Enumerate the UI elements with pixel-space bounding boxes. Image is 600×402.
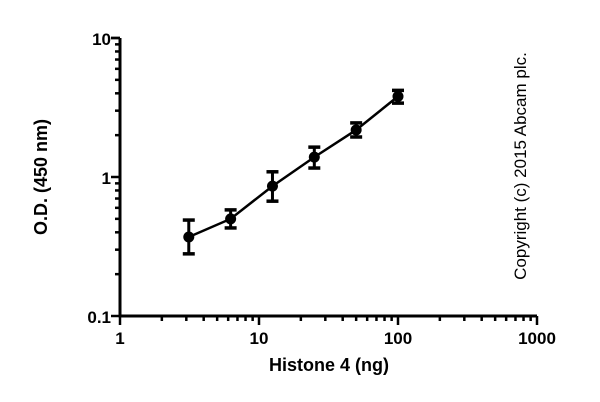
data-point-marker <box>308 151 320 163</box>
data-point-marker <box>392 90 404 102</box>
copyright-annotation: Copyright (c) 2015 Abcam plc. <box>511 52 530 280</box>
data-point-marker <box>266 180 278 192</box>
y-axis-title: O.D. (450 nm) <box>31 119 51 235</box>
x-tick-label: 10 <box>250 329 269 348</box>
data-point-marker <box>225 213 237 225</box>
y-tick-label: 10 <box>92 30 111 49</box>
x-tick-label: 1 <box>115 329 124 348</box>
axes <box>111 36 539 325</box>
x-axis-title: Histone 4 (ng) <box>269 355 389 375</box>
data-series <box>182 88 404 256</box>
data-point-marker <box>183 231 195 243</box>
x-tick-label: 1000 <box>518 329 556 348</box>
y-tick-label: 0.1 <box>87 308 111 327</box>
x-tick-label: 100 <box>384 329 412 348</box>
data-line <box>188 95 399 239</box>
y-tick-label: 1 <box>102 169 111 188</box>
data-point-marker <box>350 124 362 136</box>
